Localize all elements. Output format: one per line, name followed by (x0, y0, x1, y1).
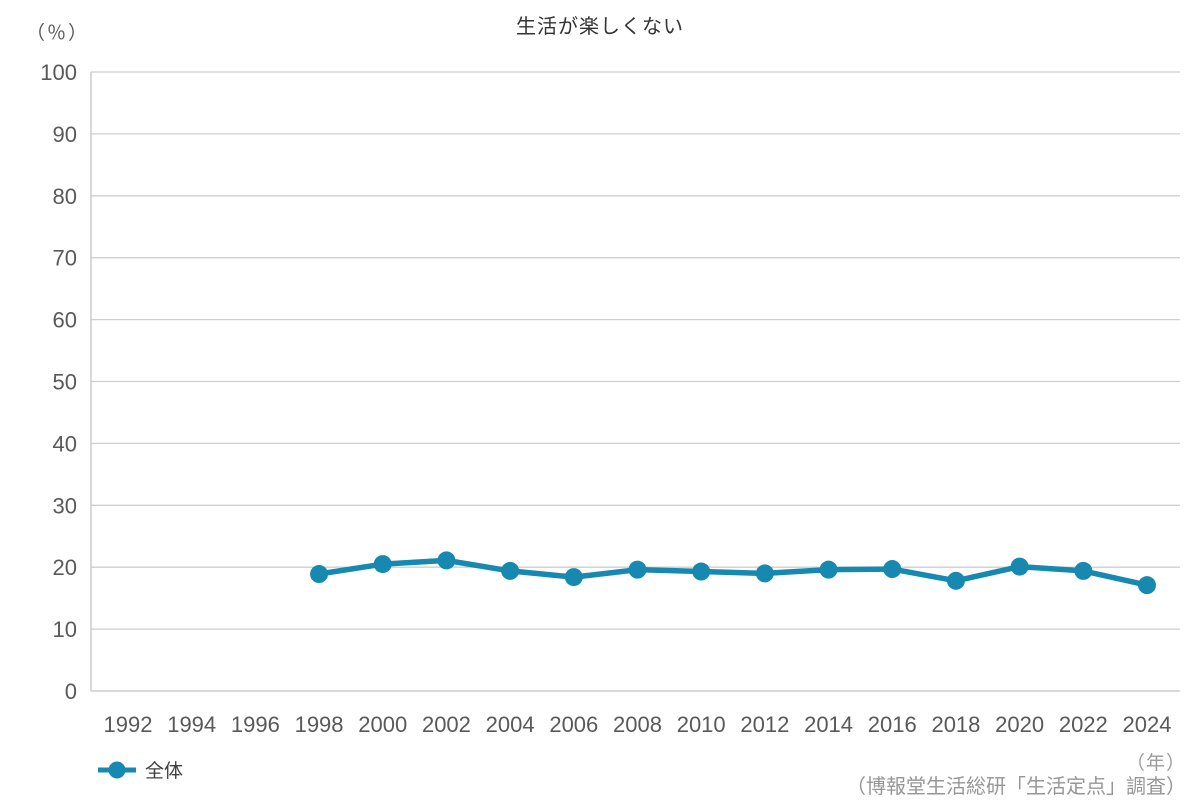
data-point (437, 551, 456, 570)
chart-title: 生活が楽しくない (516, 16, 684, 38)
legend-label: 全体 (145, 761, 184, 782)
y-axis-unit-label: （％） (26, 23, 90, 44)
y-tick-label: 80 (53, 184, 77, 209)
data-point (501, 561, 520, 580)
y-tick-label: 40 (53, 431, 77, 456)
legend-dot (108, 761, 126, 778)
y-tick-label: 10 (53, 617, 77, 642)
x-tick-label: 2000 (358, 712, 407, 737)
x-tick-label: 1998 (295, 712, 344, 737)
x-axis-unit-label: （年） (1125, 753, 1186, 774)
x-tick-label: 2004 (486, 712, 535, 737)
x-tick-label: 2018 (931, 712, 980, 737)
x-tick-label: 2014 (804, 712, 853, 737)
data-point (1138, 576, 1156, 595)
data-point (373, 555, 392, 574)
series-line (316, 557, 1150, 588)
x-tick-label: 2016 (868, 712, 917, 737)
y-tick-label: 30 (53, 493, 77, 518)
legend-marker-icon (98, 761, 136, 778)
legend: 全体 (98, 756, 183, 783)
y-tick-label: 50 (53, 370, 77, 395)
x-tick-label: 1996 (231, 712, 280, 737)
x-tick-label: 2022 (1059, 712, 1108, 737)
data-point (1010, 557, 1029, 576)
data-point (946, 571, 965, 590)
data-point (628, 560, 647, 579)
y-tick-label: 0 (65, 679, 77, 704)
data-point (883, 560, 902, 579)
data-point (692, 562, 711, 581)
x-tick-label: 1992 (104, 712, 153, 737)
x-tick-label: 2008 (613, 712, 662, 737)
x-tick-label: 2024 (1123, 712, 1172, 737)
data-point (310, 565, 329, 584)
y-tick-label: 100 (40, 60, 77, 85)
data-point (564, 568, 583, 587)
y-tick-label: 90 (53, 122, 77, 147)
data-point (1074, 561, 1093, 580)
x-tick-label: 2012 (740, 712, 789, 737)
y-tick-label: 20 (53, 555, 77, 580)
x-tick-label: 2006 (549, 712, 598, 737)
y-tick-label: 60 (53, 308, 77, 333)
data-point (755, 564, 774, 583)
source-note: （博報堂生活総研「生活定点」調査） (846, 776, 1186, 798)
x-tick-label: 2020 (995, 712, 1044, 737)
x-tick-label: 1994 (167, 712, 216, 737)
x-tick-label: 2010 (677, 712, 726, 737)
x-tick-label: 2002 (422, 712, 471, 737)
data-point (819, 560, 838, 579)
y-tick-label: 70 (53, 246, 77, 271)
